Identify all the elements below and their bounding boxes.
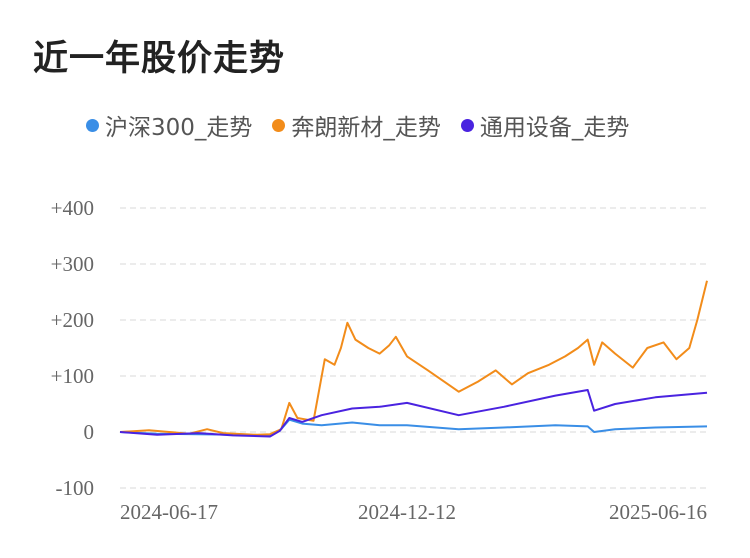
x-axis-ticks: 2024-06-17 2024-12-12 2025-06-16 [120, 500, 707, 524]
legend-dot-icon [86, 118, 99, 132]
y-tick-label: +400 [51, 196, 94, 220]
legend: 沪深300_走势 奔朗新材_走势 通用设备_走势 [86, 108, 649, 142]
legend-item-hs300[interactable]: 沪深300_走势 [86, 108, 252, 142]
x-tick-label: 2025-06-16 [609, 500, 707, 524]
y-tick-label: +100 [51, 364, 94, 388]
x-tick-label: 2024-06-17 [120, 500, 218, 524]
legend-item-benlang[interactable]: 奔朗新材_走势 [272, 108, 441, 142]
y-tick-label: +300 [51, 252, 94, 276]
series-lines [119, 280, 708, 438]
grid-lines [120, 207, 707, 489]
x-tick-label: 2024-12-12 [358, 500, 456, 524]
legend-label: 通用设备_走势 [479, 115, 630, 141]
series-line-1 [119, 280, 708, 436]
y-axis-ticks: +400 +300 +200 +100 0 -100 [51, 196, 94, 500]
y-tick-label: 0 [84, 420, 95, 444]
legend-label: 奔朗新材_走势 [291, 115, 441, 141]
legend-dot-icon [460, 118, 474, 132]
legend-label: 沪深300_走势 [105, 115, 253, 141]
y-tick-label: -100 [56, 476, 95, 500]
y-tick-label: +200 [51, 308, 94, 332]
legend-dot-icon [272, 118, 286, 132]
legend-item-general-equipment[interactable]: 通用设备_走势 [460, 108, 630, 142]
chart-title: 近一年股价走势 [33, 39, 286, 79]
series-line-2 [119, 389, 708, 438]
